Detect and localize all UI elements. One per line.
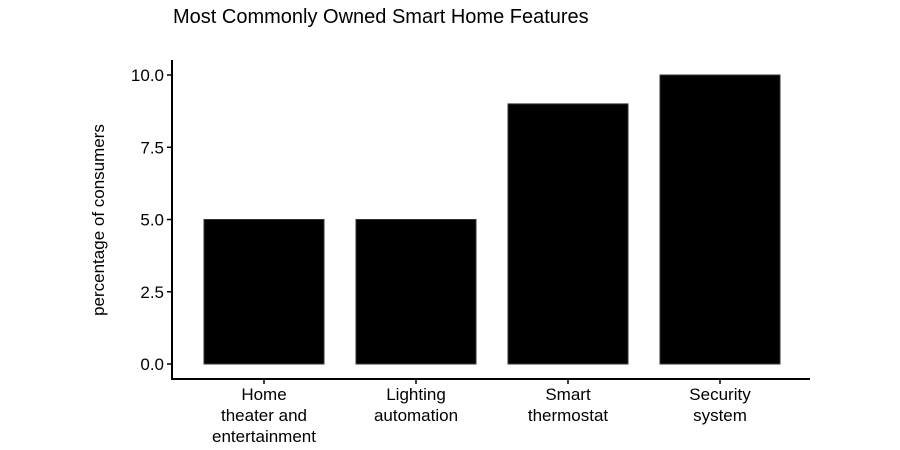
y-tick-label: 7.5 <box>140 138 164 157</box>
chart-title: Most Commonly Owned Smart Home Features <box>173 6 589 28</box>
x-tick-label: Security system <box>689 385 751 425</box>
bar <box>355 219 477 365</box>
x-tick-label: Home theater and entertainment <box>212 385 316 446</box>
x-tick-label-line: entertainment <box>212 427 316 446</box>
bar <box>659 74 781 365</box>
x-tick-label: Smart thermostat <box>528 385 609 425</box>
x-tick-label-line: theater and <box>221 406 307 425</box>
bar <box>507 103 629 365</box>
x-tick-label-line: Lighting <box>386 385 446 404</box>
y-tick-label: 10.0 <box>131 66 164 85</box>
y-axis-label: percentage of consumers <box>89 124 108 316</box>
bar <box>203 219 325 365</box>
x-tick-label-line: Home <box>241 385 286 404</box>
x-tick-label-line: Smart <box>545 385 591 404</box>
y-tick-label: 5.0 <box>140 211 164 230</box>
x-tick-label-line: Security <box>689 385 751 404</box>
y-tick-label: 0.0 <box>140 355 164 374</box>
x-tick-label-line: automation <box>374 406 458 425</box>
y-tick-label: 2.5 <box>140 283 164 302</box>
x-tick-label-line: thermostat <box>528 406 609 425</box>
plot-area: 0.0 2.5 5.0 7.5 10.0 Home theater and entertain… <box>131 60 810 446</box>
x-tick-label-line: system <box>693 406 747 425</box>
x-tick-label: Lighting automation <box>374 385 458 425</box>
